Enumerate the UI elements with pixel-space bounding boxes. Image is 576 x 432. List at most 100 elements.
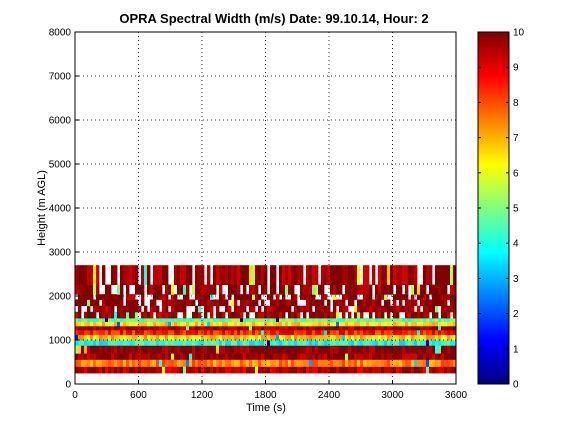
heatmap-cell [129,265,133,285]
heatmap-cell [75,321,79,327]
heatmap-cell [234,366,238,374]
heatmap-cell [138,359,142,367]
heatmap-cell [219,325,223,331]
heatmap-cell [201,359,205,367]
heatmap-cell [435,329,439,336]
heatmap-cell [225,353,229,360]
heatmap-cell [105,305,109,313]
heatmap-cell [393,353,397,360]
heatmap-cell [177,329,181,336]
heatmap-cell [375,329,379,336]
colorbar-step [478,150,509,153]
heatmap-cell [291,325,295,331]
heatmap-cell [321,325,325,331]
heatmap-cell [450,321,454,327]
heatmap-cell [384,359,388,367]
x-axis-label: Time (s) [246,402,286,414]
heatmap-cell [315,265,319,285]
heatmap-cell [261,284,265,295]
heatmap-cell [123,321,127,327]
heatmap-cell [240,294,244,300]
heatmap-cell [180,265,184,285]
heatmap-cell [174,366,178,374]
heatmap-cell [441,329,445,336]
heatmap-cell [240,359,244,367]
heatmap-cell [201,299,205,307]
heatmap-cell [336,345,340,354]
x-tick-label: 1800 [254,390,277,401]
heatmap-cell [114,311,118,319]
heatmap-cell [108,318,112,322]
heatmap-cell [228,353,232,360]
heatmap-cell [156,345,160,354]
heatmap-cell [453,325,457,331]
heatmap-cell [81,284,85,295]
heatmap-cell [435,334,439,341]
heatmap-cell [426,334,430,341]
heatmap-cell [342,366,346,374]
heatmap-cell [363,325,367,331]
heatmap-cell [351,329,355,336]
heatmap-cell [84,345,88,354]
heatmap-cell [255,366,259,374]
heatmap-cell [339,345,343,354]
heatmap-cell [219,265,223,285]
heatmap-cell [414,284,418,295]
heatmap-cell [399,353,403,360]
heatmap-cell [348,334,352,341]
heatmap-cell [294,353,298,360]
colorbar-step [478,378,509,381]
heatmap-cell [276,345,280,354]
heatmap-cell [177,321,181,327]
heatmap-cell [402,325,406,331]
heatmap-cell [309,284,313,295]
heatmap-cell [105,321,109,327]
heatmap-cell [297,265,301,285]
heatmap-cell [162,318,166,322]
heatmap-cell [234,325,238,331]
heatmap-cell [252,284,256,295]
heatmap-cell [237,265,241,285]
heatmap-cell [246,321,250,327]
heatmap-cell [192,345,196,354]
heatmap-cell [294,299,298,307]
heatmap-cell [234,265,238,285]
heatmap-cell [339,318,343,322]
heatmap-cell [177,340,181,346]
heatmap-cell [153,294,157,300]
heatmap-cell [306,366,310,374]
heatmap-cell [306,325,310,331]
colorbar-step [478,56,509,59]
heatmap-cell [162,299,166,307]
colorbar-step [478,232,509,235]
heatmap-cell [333,366,337,374]
heatmap-cells [75,265,457,374]
colorbar-step [478,276,509,279]
heatmap-cell [231,284,235,295]
heatmap-cell [393,305,397,313]
heatmap-cell [414,345,418,354]
colorbar-step [478,40,509,43]
heatmap-cell [222,318,226,322]
heatmap-cell [255,353,259,360]
plot-area: 0 600 1200 1800 2400 3000 3600 010002000300040… [49,28,468,402]
heatmap-cell [342,321,346,327]
heatmap-cell [105,294,109,300]
heatmap-cell [111,345,115,354]
heatmap-cell [282,265,286,285]
heatmap-cell [441,366,445,374]
heatmap-cell [393,345,397,354]
heatmap-cell [132,334,136,341]
heatmap-cell [231,311,235,319]
heatmap-cell [294,366,298,374]
heatmap-cell [237,353,241,360]
heatmap-cell [159,329,163,336]
x-tick-label: 0 [72,390,78,401]
heatmap-cell [189,265,193,285]
heatmap-cell [402,321,406,327]
heatmap-cell [156,284,160,295]
heatmap-cell [165,265,169,285]
heatmap-cell [237,345,241,354]
heatmap-cell [132,265,136,285]
heatmap-cell [180,318,184,322]
